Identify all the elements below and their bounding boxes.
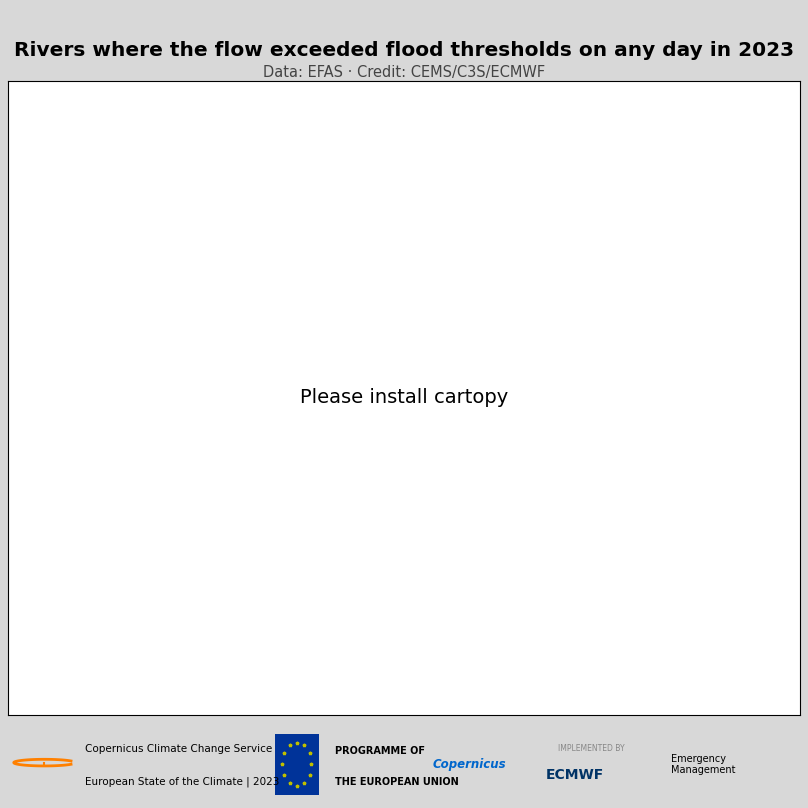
- Text: Emergency
Management: Emergency Management: [671, 754, 735, 775]
- Text: IMPLEMENTED BY: IMPLEMENTED BY: [558, 744, 624, 753]
- Text: Rivers where the flow exceeded flood thresholds on any day in 2023: Rivers where the flow exceeded flood thr…: [14, 40, 794, 60]
- Text: PROGRAMME OF: PROGRAMME OF: [335, 747, 425, 756]
- Text: THE EUROPEAN UNION: THE EUROPEAN UNION: [335, 776, 459, 787]
- Text: European State of the Climate | 2023: European State of the Climate | 2023: [85, 776, 280, 787]
- Text: Copernicus: Copernicus: [432, 758, 506, 771]
- Text: ECMWF: ECMWF: [545, 768, 604, 782]
- Text: Data: EFAS · Credit: CEMS/C3S/ECMWF: Data: EFAS · Credit: CEMS/C3S/ECMWF: [263, 65, 545, 80]
- Bar: [275, 734, 319, 795]
- Text: Copernicus Climate Change Service: Copernicus Climate Change Service: [85, 743, 272, 754]
- Text: Please install cartopy: Please install cartopy: [300, 389, 508, 407]
